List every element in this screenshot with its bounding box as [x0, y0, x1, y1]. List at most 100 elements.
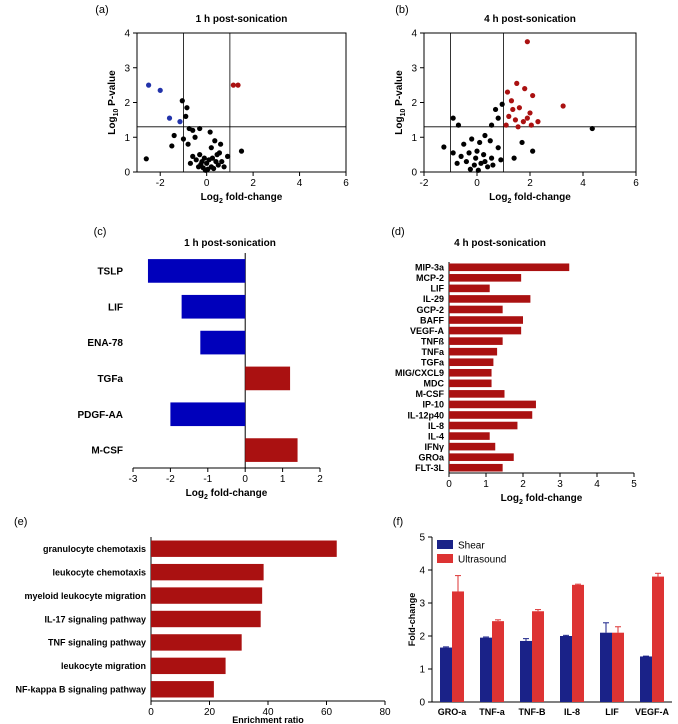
- panel-b-point-45: [478, 160, 484, 166]
- panel-a-point-9: [183, 113, 189, 119]
- panel-d-bar-8: [449, 347, 498, 356]
- panel-b-point-34: [441, 144, 447, 150]
- panel-c-category-label-1: LIF: [108, 302, 123, 313]
- panel-a-y-axis-label-main: Log: [107, 116, 118, 134]
- panel-b-point-28: [482, 132, 488, 139]
- panel-d-category-label-0: MIP-3a: [415, 263, 445, 273]
- panel-b-point-30: [477, 139, 483, 146]
- panel-f-bar-0-0: [440, 647, 452, 702]
- panel-a-point-39: [202, 167, 209, 173]
- panel-e-bar-2: [151, 587, 263, 604]
- panel-b-point-12: [535, 119, 541, 125]
- panel-a-point-2: [166, 115, 173, 121]
- panel-a-point-13: [169, 143, 175, 149]
- panel-d-bar-19: [449, 463, 503, 472]
- panel-b-y-axis-label-sub: 10: [400, 109, 407, 117]
- panel-d-xtick-label-0: 0: [446, 479, 452, 490]
- panel-d-bar-3: [449, 295, 531, 303]
- panel-b-y-axis-label-rest: P-value: [394, 70, 405, 109]
- panel-c-title: 1 h post-sonication: [184, 238, 276, 249]
- panel-d-category-label-16: IL-4: [428, 431, 444, 441]
- panel-e-bar-0: [151, 540, 337, 557]
- panel-a-point-43: [221, 164, 227, 170]
- panel-a-point-42: [219, 158, 225, 165]
- panel-e-category-label-1: leukocyte chemotaxis: [52, 567, 146, 577]
- panel-a-point-40: [211, 165, 217, 172]
- panel-b-point-14: [515, 124, 521, 130]
- panel-b-point-41: [498, 157, 504, 163]
- panel-b-point-16: [524, 115, 530, 121]
- panel-b-point-39: [481, 152, 487, 158]
- panel-a-x-axis-label: Log2 fold-change: [201, 192, 283, 205]
- panel-a-point-21: [218, 141, 224, 147]
- panel-b-point-11: [520, 119, 526, 125]
- panel-d-category-label-14: IL-12p40: [407, 410, 444, 420]
- panel-f-category-label-5: VEGF-A: [635, 707, 670, 717]
- panel-b-point-35: [450, 150, 456, 156]
- panel-d-category-label-12: M-CSF: [416, 389, 445, 399]
- panel-a-point-6: [143, 156, 149, 162]
- panel-b-point-31: [469, 136, 475, 142]
- panel-a-y-axis-label: Log10 P-value: [107, 70, 120, 135]
- panel-a-point-45: [214, 152, 220, 158]
- panel-a-ytick-label-0: 0: [124, 168, 130, 179]
- panel-c-bar-5: [245, 438, 298, 462]
- panel-b-y-axis-label: Log10 P-value: [394, 70, 407, 135]
- panel-e-bar-5: [151, 657, 226, 675]
- panel-c-xtick-label-5: 2: [317, 474, 323, 485]
- panel-a-label: (a): [95, 4, 108, 16]
- panel-d-bar-12: [449, 390, 505, 398]
- panel-b-xtick-label-2: 2: [527, 178, 533, 189]
- panel-d-category-label-11: MDC: [424, 379, 445, 389]
- panel-c-xtick-label-1: -2: [166, 474, 175, 485]
- panel-a-point-23: [224, 153, 231, 159]
- panel-f-ytick-label-0: 0: [419, 698, 425, 709]
- panel-b-point-40: [488, 155, 495, 161]
- panel-b-y-axis-label-main: Log: [394, 116, 405, 134]
- panel-d-category-label-15: IL-8: [428, 421, 444, 431]
- panel-a-point-1: [157, 87, 163, 93]
- panel-b-point-36: [458, 153, 464, 159]
- panel-d-bar-7: [449, 337, 503, 345]
- panel-c-category-label-0: TSLP: [97, 266, 123, 277]
- panel-a-ytick-label-1: 1: [124, 133, 130, 144]
- panel-b-point-3: [522, 86, 528, 92]
- panel-f-bar-1-2: [532, 611, 544, 702]
- panel-b-point-26: [530, 148, 536, 154]
- panel-a-point-19: [185, 141, 191, 147]
- panel-f-legend-swatch-0: [437, 540, 453, 549]
- panel-b-point-10: [512, 117, 519, 123]
- panel-b-point-49: [482, 158, 488, 165]
- panel-b-point-13: [503, 122, 509, 128]
- panel-d-category-label-8: TNFa: [422, 347, 445, 357]
- panel-a-point-34: [215, 162, 221, 168]
- panel-c-x-axis-label-rest: fold-change: [208, 488, 268, 499]
- panel-f-legend-swatch-1: [437, 554, 453, 563]
- panel-b-point-47: [467, 166, 473, 172]
- panel-c-bar-3: [245, 366, 291, 391]
- panel-b-plot-frame: [423, 32, 637, 173]
- panel-b-x-axis-label-sub: 2: [507, 198, 511, 205]
- panel-e-label: (e): [14, 516, 27, 528]
- panel-a-point-18: [212, 138, 218, 144]
- panel-a-xtick-label-4: 6: [343, 178, 349, 189]
- panel-b-point-37: [466, 150, 472, 156]
- panel-d-bar-6: [449, 326, 522, 335]
- panel-a-x-axis-label-main: Log: [201, 192, 219, 203]
- panel-b-point-46: [485, 164, 491, 170]
- panel-c-x-axis-label-sub: 2: [204, 494, 208, 501]
- panel-d-bar-15: [449, 421, 518, 430]
- panel-b-xtick-label-3: 4: [580, 178, 586, 189]
- panel-f-legend-label-1: Ultrasound: [458, 555, 506, 566]
- panel-c-bar-0: [147, 259, 246, 283]
- panel-a-ytick-label-2: 2: [124, 98, 130, 109]
- panel-f-ytick-label-5: 5: [419, 533, 425, 544]
- panel-d-bar-4: [449, 305, 503, 314]
- panel-a-ytick-label-4: 4: [124, 29, 130, 40]
- panel-e-bar-3: [151, 610, 261, 628]
- panel-f-bar-1-0: [452, 591, 464, 702]
- panel-f-ytick-label-1: 1: [419, 665, 425, 676]
- panel-a-xtick-label-2: 2: [250, 178, 256, 189]
- panel-c-bar-4: [170, 402, 246, 427]
- panel-d-category-label-18: GROa: [418, 452, 445, 462]
